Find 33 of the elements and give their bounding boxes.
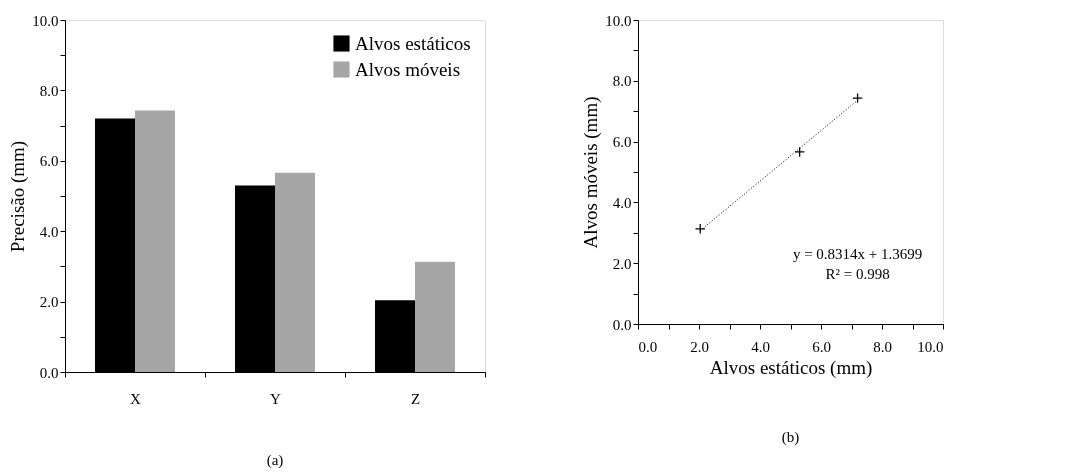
y-axis-title: Precisão (mm) xyxy=(7,140,30,253)
x-tick-label: 0.0 xyxy=(638,338,658,355)
y-tick-label: 10.0 xyxy=(605,12,632,29)
bar xyxy=(415,261,455,372)
y-tick-label: 0.0 xyxy=(39,364,59,381)
legend-label: Alvos estáticos xyxy=(355,32,471,54)
bar xyxy=(135,110,175,372)
text: (a) xyxy=(266,452,284,469)
y-tick-label: 6.0 xyxy=(612,134,632,151)
y-tick-label: 0.0 xyxy=(612,316,632,333)
y-tick-label: 6.0 xyxy=(39,153,59,170)
y-tick-label: 10.0 xyxy=(32,12,59,29)
annotation: R² = 0.998 xyxy=(825,266,890,283)
x-axis-title: Alvos estáticos (mm) xyxy=(709,356,873,379)
bar xyxy=(275,172,315,372)
y-tick-label: 2.0 xyxy=(39,294,59,311)
x-tick-label: 10.0 xyxy=(917,338,944,355)
x-tick-label: X xyxy=(130,390,142,407)
x-tick-label: 2.0 xyxy=(690,338,709,355)
y-tick-label: 4.0 xyxy=(612,194,632,211)
x-tick-label: 4.0 xyxy=(751,338,770,355)
x-tick-label: 6.0 xyxy=(812,338,831,355)
y-tick-label: 4.0 xyxy=(39,223,59,240)
y-tick-label: 8.0 xyxy=(612,73,632,90)
legend-label: Alvos móveis xyxy=(355,58,461,80)
x-tick-label: Y xyxy=(270,390,282,407)
y-axis-title: Alvos móveis (mm) xyxy=(580,96,603,249)
y-tick-label: 8.0 xyxy=(39,82,59,99)
y-tick-label: 2.0 xyxy=(612,255,632,272)
annotation: y = 0.8314x + 1.3699 xyxy=(792,246,923,263)
x-tick-label: 8.0 xyxy=(873,338,892,355)
text: (b) xyxy=(781,429,800,446)
x-tick-label: Z xyxy=(410,390,421,407)
